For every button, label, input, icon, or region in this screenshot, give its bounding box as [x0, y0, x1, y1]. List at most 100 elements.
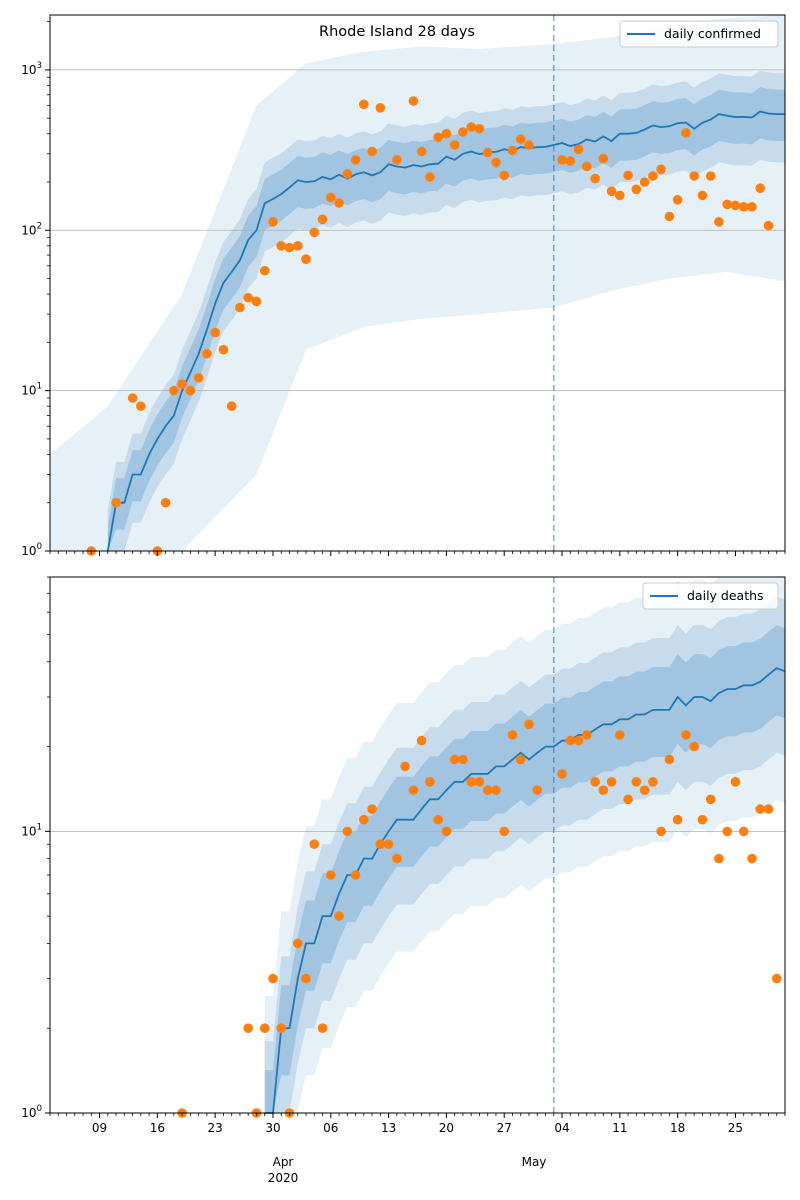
observed-point — [127, 393, 138, 403]
observed-point — [722, 826, 732, 837]
deaths-observed-points — [177, 719, 782, 1118]
deaths-legend: daily deaths — [642, 582, 779, 610]
observed-point — [367, 804, 377, 814]
observed-point — [392, 853, 402, 864]
observed-point — [301, 973, 311, 984]
observed-point — [491, 785, 501, 795]
confirmed-observed-points — [86, 96, 774, 556]
observed-point — [243, 1023, 253, 1033]
observed-point — [499, 826, 510, 837]
observed-point — [375, 103, 386, 113]
observed-point — [672, 814, 683, 825]
confirmed-legend: daily confirmed — [619, 20, 779, 48]
y-tick-exponent: 2 — [37, 221, 42, 231]
observed-point — [515, 754, 526, 765]
observed-point — [458, 127, 468, 137]
observed-point — [276, 241, 287, 251]
observed-point — [317, 214, 328, 225]
observed-point — [697, 190, 708, 201]
observed-point — [705, 794, 716, 805]
observed-point — [648, 171, 658, 181]
observed-point — [268, 217, 278, 227]
observed-point — [656, 826, 666, 837]
x-tick-label: 30 — [265, 1121, 280, 1135]
confirmed-axes-frame — [49, 14, 786, 552]
observed-point — [524, 140, 534, 150]
observed-point — [771, 973, 782, 984]
observed-point — [565, 735, 576, 746]
observed-point — [689, 171, 699, 181]
observed-point — [433, 814, 443, 825]
observed-point — [425, 172, 435, 182]
observed-point — [615, 730, 625, 740]
confirmed-uncertainty-bands — [50, 15, 786, 552]
uncertainty-band-1 — [264, 577, 785, 1113]
observed-point — [243, 292, 253, 303]
observed-point — [730, 200, 741, 211]
observed-point — [169, 385, 179, 396]
y-tick-exponent: 0 — [37, 542, 42, 552]
uncertainty-band-2 — [264, 596, 785, 1113]
observed-point — [474, 123, 485, 134]
observed-point — [557, 769, 567, 779]
observed-point — [293, 938, 303, 949]
observed-point — [276, 1023, 287, 1033]
x-tick-label: 23 — [208, 1121, 223, 1135]
x-year-label: 2020 — [268, 1171, 299, 1185]
observed-point — [160, 497, 171, 508]
observed-point — [293, 241, 303, 251]
observed-point — [681, 128, 691, 138]
observed-point — [664, 754, 675, 765]
x-tick-label: 27 — [497, 1121, 512, 1135]
y-tick-exponent: 1 — [37, 822, 42, 832]
deaths-x-ticks: 09 16 23 30 06 13 20 27 04 11 18 25 — [49, 1113, 786, 1135]
observed-point — [582, 730, 592, 740]
observed-point — [350, 155, 361, 165]
observed-point — [210, 327, 220, 338]
observed-point — [342, 169, 353, 179]
observed-point — [582, 161, 592, 172]
x-tick-label: 09 — [92, 1121, 107, 1135]
observed-point — [441, 128, 452, 139]
chart-title: Rhode Island 28 days — [319, 24, 475, 40]
observed-point — [408, 785, 419, 795]
observed-point — [326, 870, 336, 880]
observed-point — [268, 973, 278, 984]
legend-label: daily deaths — [687, 588, 764, 603]
observed-point — [697, 814, 708, 825]
observed-point — [714, 217, 724, 227]
observed-point — [573, 144, 584, 155]
observed-point — [416, 735, 427, 746]
observed-point — [482, 147, 493, 158]
legend-label: daily confirmed — [664, 26, 761, 41]
x-tick-label: 16 — [150, 1121, 165, 1135]
observed-point — [755, 183, 765, 193]
observed-point — [235, 302, 245, 313]
observed-point — [747, 202, 757, 212]
observed-point — [515, 134, 526, 144]
observed-point — [714, 853, 724, 864]
observed-point — [730, 777, 741, 787]
observed-point — [185, 385, 196, 396]
observed-point — [259, 265, 270, 276]
observed-point — [309, 227, 320, 238]
confirmed-x-ticks — [49, 551, 786, 556]
observed-point — [334, 198, 344, 208]
observed-point — [202, 348, 212, 359]
observed-point — [458, 754, 468, 765]
observed-point — [367, 146, 377, 157]
observed-point — [648, 777, 658, 787]
observed-point — [425, 777, 435, 787]
observed-point — [763, 220, 774, 231]
deaths-uncertainty-bands — [264, 577, 785, 1113]
observed-point — [226, 401, 237, 412]
confirmed-median-line — [106, 110, 785, 552]
observed-point — [218, 344, 229, 355]
observed-point — [656, 164, 666, 175]
observed-point — [557, 155, 567, 165]
x-month-label-may: May — [522, 1155, 547, 1169]
observed-point — [400, 761, 410, 772]
observed-point — [334, 911, 344, 921]
